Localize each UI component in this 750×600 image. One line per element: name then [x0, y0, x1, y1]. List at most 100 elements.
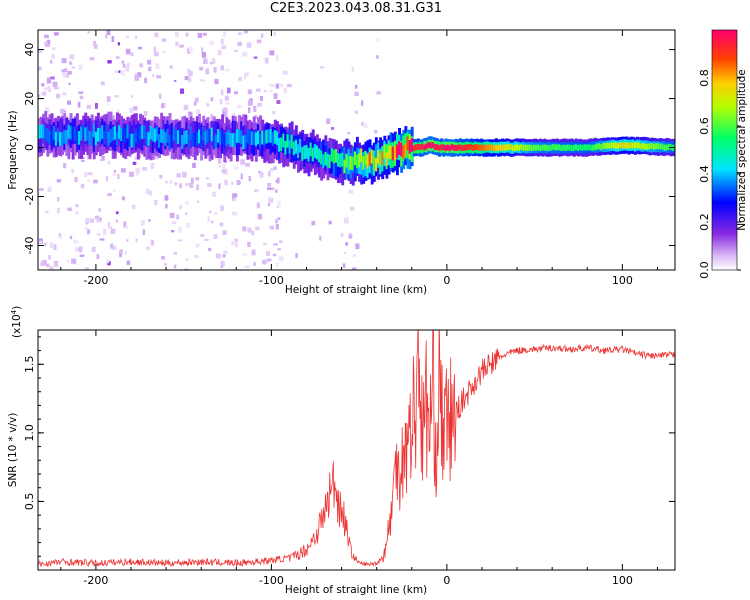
- spectrogram-noise-cell: [69, 235, 73, 240]
- spectrogram-noise-cell: [103, 228, 107, 235]
- spectrogram-noise-cell: [115, 211, 119, 215]
- spectrogram-ridge-cell: [88, 130, 92, 145]
- spectrogram-noise-cell: [38, 49, 43, 54]
- spectrogram-x-tick-label: -200: [83, 274, 108, 287]
- spectrogram-ridge-cell: [189, 126, 193, 141]
- spectrogram-noise-cell: [171, 221, 177, 225]
- spectrogram-noise-cell: [188, 46, 193, 53]
- spectrogram-noise-cell: [113, 170, 117, 173]
- spectrogram-noise-cell: [273, 31, 276, 36]
- spectrogram-ridge-cell: [122, 128, 126, 143]
- spectrogram-noise-cell: [196, 109, 200, 115]
- spectrogram-ridge-cell: [278, 137, 281, 152]
- spectrogram-ridge-cell: [170, 133, 174, 148]
- spectrogram-noise-cell: [87, 172, 93, 176]
- snr-y-tick-label: 1.0: [23, 424, 36, 442]
- spectrogram-ridge-cell: [235, 129, 239, 143]
- spectrogram-marks: [38, 30, 675, 270]
- spectrogram-noise-cell: [63, 108, 67, 111]
- spectrogram-noise-cell: [269, 50, 275, 56]
- spectrogram-noise-cell: [174, 79, 177, 82]
- spectrogram-noise-cell: [114, 94, 119, 98]
- spectrogram-noise-cell: [363, 123, 368, 129]
- spectrogram-ridge-cell: [511, 145, 515, 152]
- spectrogram-ridge-cell: [252, 131, 256, 145]
- spectrogram-ridge-cell: [574, 144, 578, 151]
- spectrogram-ridge-cell: [619, 141, 623, 148]
- spectrogram-ridge-cell: [484, 145, 488, 152]
- spectrogram-ridge-cell: [473, 144, 477, 151]
- spectrogram-noise-cell: [178, 227, 182, 233]
- spectrogram-noise-cell: [62, 92, 67, 96]
- spectrogram-noise-cell: [245, 162, 250, 167]
- spectrogram-noise-cell: [222, 164, 226, 171]
- spectrogram-noise-cell: [217, 49, 222, 56]
- spectrogram-noise-cell: [175, 41, 179, 47]
- spectrogram-noise-cell: [238, 76, 243, 81]
- spectrogram-ridge-cell: [82, 125, 86, 152]
- spectrogram-ridge-cell: [248, 130, 252, 144]
- spectrogram-ridge-cell: [130, 133, 134, 148]
- spectrogram-ridge-cell: [482, 144, 486, 151]
- spectrogram-noise-cell: [74, 176, 78, 183]
- spectrogram-ridge-cell: [505, 144, 509, 151]
- spectrogram-ridge-cell: [214, 134, 218, 148]
- spectrogram-ridge-cell: [602, 142, 606, 149]
- spectrogram-ridge-cell: [311, 147, 315, 162]
- spectrogram-ridge-cell: [341, 152, 345, 167]
- spectrogram-ridge-cell: [537, 144, 540, 151]
- spectrogram-y-tick-label: -20: [23, 188, 36, 206]
- spectrogram-noise-cell: [169, 212, 175, 219]
- spectrogram-ridge-cell: [198, 129, 201, 144]
- spectrogram-ridge-cell: [206, 129, 210, 143]
- spectrogram-ridge-cell: [617, 143, 620, 150]
- spectrogram-ridge-cell: [214, 121, 218, 147]
- spectrogram-noise-cell: [269, 225, 275, 230]
- colorbar-tick-label: 0.0: [698, 261, 711, 279]
- spectrogram-ridge-cell: [124, 128, 128, 143]
- spectrogram-ridge-cell: [332, 149, 336, 164]
- spectrogram-ridge-cell: [280, 137, 284, 152]
- spectrogram-ridge-cell: [59, 132, 62, 146]
- spectrogram-ridge-cell: [654, 143, 658, 150]
- spectrogram-noise-cell: [267, 182, 272, 187]
- spectrogram-noise-cell: [231, 240, 234, 246]
- spectrogram-noise-cell: [269, 83, 275, 87]
- spectrogram-ridge-cell: [176, 130, 180, 145]
- spectrogram-noise-cell: [67, 70, 72, 75]
- spectrogram-noise-cell: [376, 91, 381, 95]
- spectrogram-ridge-cell: [324, 151, 328, 166]
- spectrogram-noise-cell: [272, 110, 276, 115]
- spectrogram-noise-cell: [234, 238, 238, 243]
- spectrogram-ridge-cell: [120, 127, 124, 142]
- spectrogram-ridge-cell: [425, 143, 429, 150]
- spectrogram-noise-cell: [46, 39, 51, 45]
- spectrogram-noise-cell: [190, 177, 194, 184]
- spectrogram-noise-cell: [200, 234, 205, 237]
- spectrogram-noise-cell: [120, 168, 126, 173]
- spectrogram-noise-cell: [132, 161, 137, 165]
- spectrogram-noise-cell: [47, 186, 52, 192]
- spectrogram-ridge-cell: [257, 130, 260, 145]
- spectrogram-noise-cell: [150, 239, 154, 246]
- spectrogram-ridge-cell: [665, 144, 669, 151]
- spectrogram-noise-cell: [165, 203, 168, 209]
- spectrogram-noise-cell: [58, 233, 62, 238]
- spectrogram-ridge-cell: [326, 153, 330, 168]
- spectrogram-ridge-cell: [562, 144, 566, 151]
- spectrogram-noise-cell: [212, 59, 216, 64]
- spectrogram-ridge-cell: [149, 127, 153, 153]
- spectrogram-ridge-cell: [490, 144, 494, 151]
- spectrogram-ridge-cell: [48, 130, 52, 145]
- spectrogram-ridge-cell: [614, 142, 618, 149]
- spectrogram-noise-cell: [342, 263, 346, 268]
- spectrogram-noise-cell: [222, 107, 228, 112]
- spectrogram-noise-cell: [125, 48, 131, 55]
- spectrogram-ridge-cell: [92, 126, 96, 152]
- spectrogram-ridge-cell: [621, 142, 625, 149]
- spectrogram-noise-cell: [247, 89, 252, 95]
- spectrogram-noise-cell: [76, 247, 81, 252]
- snr-scale-note: (x104): [10, 306, 23, 338]
- spectrogram-noise-cell: [80, 183, 85, 189]
- spectrogram-noise-cell: [225, 68, 230, 72]
